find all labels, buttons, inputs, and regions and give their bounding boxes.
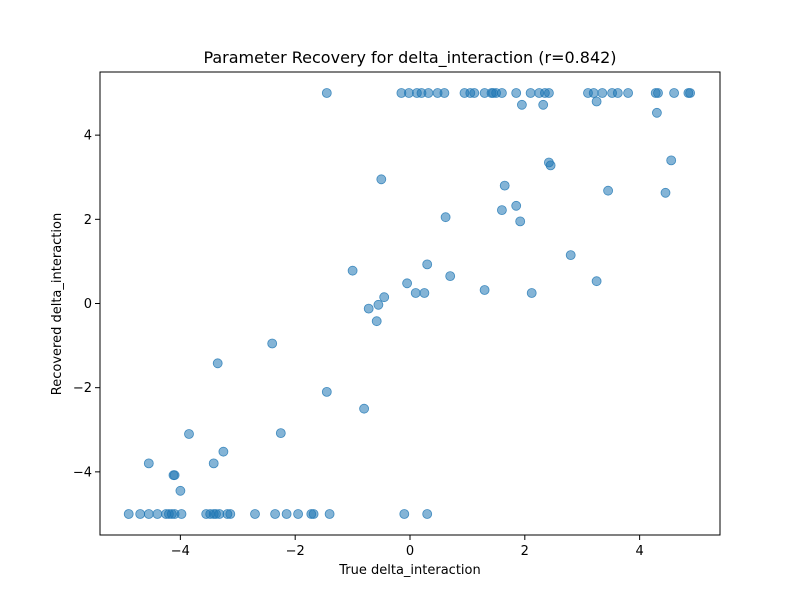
data-point: [175, 485, 186, 496]
x-axis-label: True delta_interaction: [338, 563, 480, 578]
data-point: [652, 107, 662, 118]
data-point: [623, 88, 633, 98]
data-point: [538, 99, 549, 110]
data-point: [439, 88, 450, 98]
y-axis-ticks: −4 −2 0 2 4: [73, 129, 100, 480]
data-point: [591, 96, 602, 107]
data-point: [515, 216, 526, 227]
data-point: [135, 509, 146, 519]
data-point: [526, 288, 537, 298]
data-point: [496, 88, 507, 98]
x-tick-label: 0: [406, 544, 414, 559]
data-point: [225, 509, 236, 519]
data-point: [669, 88, 679, 98]
data-point: [371, 316, 382, 327]
data-point: [419, 288, 430, 298]
data-point: [373, 299, 384, 310]
plot-frame: [99, 71, 721, 536]
data-point: [422, 509, 433, 519]
data-point: [293, 509, 304, 519]
data-point: [321, 88, 332, 98]
data-point: [376, 174, 387, 185]
data-point: [212, 358, 223, 369]
data-point: [422, 259, 433, 270]
data-point: [469, 88, 480, 98]
chart-title: Parameter Recovery for delta_interaction…: [203, 48, 616, 68]
data-point: [499, 180, 510, 191]
data-point: [143, 458, 154, 469]
data-point: [123, 509, 134, 519]
data-point: [281, 509, 292, 519]
data-point: [496, 205, 507, 216]
data-point: [685, 88, 695, 98]
data-point: [525, 88, 536, 98]
data-point: [653, 88, 663, 98]
data-point: [565, 250, 576, 261]
data-point: [479, 285, 490, 295]
x-tick-label: −2: [286, 544, 305, 559]
data-point: [410, 288, 421, 298]
data-point: [270, 509, 281, 519]
data-point: [379, 292, 390, 303]
x-tick-label: 4: [635, 544, 643, 559]
data-point: [440, 212, 451, 223]
points-layer: [123, 88, 695, 519]
data-point: [545, 160, 556, 171]
data-point: [208, 458, 219, 469]
y-axis-label: Recovered delta_interaction: [50, 213, 65, 395]
data-point: [275, 428, 286, 439]
data-point: [169, 470, 180, 481]
data-point: [544, 88, 554, 98]
data-point: [143, 509, 154, 519]
y-tick-label: −4: [73, 465, 92, 480]
data-point: [423, 88, 434, 98]
data-point: [359, 403, 370, 414]
y-tick-label: 0: [84, 297, 92, 312]
y-tick-label: 4: [84, 129, 92, 144]
data-point: [347, 265, 358, 276]
data-point: [660, 187, 671, 198]
data-point: [321, 386, 332, 397]
data-point: [445, 271, 456, 282]
data-point: [517, 99, 527, 110]
data-point: [250, 509, 260, 519]
data-point: [324, 509, 335, 519]
data-point: [666, 155, 677, 166]
data-point: [588, 88, 599, 98]
data-point: [267, 338, 278, 349]
data-point: [176, 509, 187, 519]
x-tick-label: −4: [171, 544, 190, 559]
data-point: [402, 278, 413, 289]
data-point: [308, 509, 319, 519]
data-point: [399, 509, 410, 519]
data-point: [511, 88, 522, 98]
data-point: [597, 88, 608, 98]
data-point: [603, 185, 613, 196]
data-point: [363, 303, 374, 314]
x-tick-label: 2: [521, 544, 529, 559]
y-tick-label: −2: [73, 381, 92, 396]
data-point: [511, 200, 522, 211]
data-point: [184, 429, 194, 439]
x-axis-ticks: −4 −2 0 2 4: [171, 535, 644, 559]
data-point: [218, 446, 229, 457]
y-tick-label: 2: [84, 213, 92, 228]
data-point: [152, 509, 163, 519]
data-point: [591, 276, 602, 287]
data-point: [612, 88, 623, 98]
